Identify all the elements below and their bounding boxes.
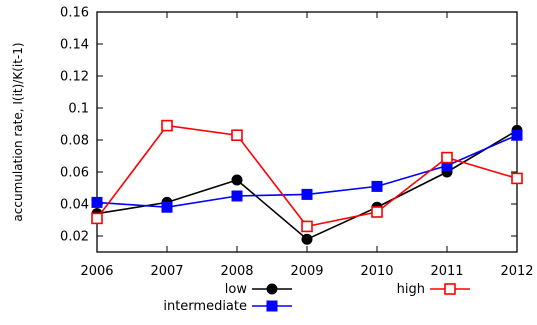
- plot-area: [96, 11, 518, 253]
- data-point-high: [161, 119, 173, 132]
- legend-item-high: high: [397, 282, 470, 297]
- data-point-high: [371, 206, 383, 218]
- legend-label: high: [397, 282, 425, 297]
- x-tick-label: 2012: [500, 264, 533, 279]
- legend-item-low: low: [225, 282, 292, 297]
- data-point-intermediate: [91, 196, 103, 208]
- y-tick-label: 0.1: [68, 102, 89, 117]
- x-tick-label: 2011: [430, 264, 463, 279]
- y-tick-label: 0.14: [60, 38, 89, 53]
- y-tick-label: 0.08: [60, 134, 89, 149]
- data-point-low: [231, 174, 243, 186]
- data-point-intermediate: [161, 201, 173, 213]
- y-tick-label: 0.04: [60, 198, 89, 213]
- data-point-low: [301, 233, 313, 245]
- x-tick-label: 2008: [220, 264, 253, 279]
- x-tick-label: 2007: [150, 264, 183, 279]
- data-point-intermediate: [231, 190, 243, 202]
- series-intermediate: [91, 129, 523, 213]
- x-axis: 2006 2007 2008 2009 2010 2011 2012: [80, 12, 534, 279]
- x-tick-label: 2006: [80, 264, 113, 279]
- series-line-high: [96, 124, 518, 228]
- y-axis-title: accumulation rate, I(it)/K(it-1): [11, 42, 25, 221]
- x-tick-label: 2010: [360, 264, 393, 279]
- plot-frame: [96, 11, 518, 253]
- legend-marker: [444, 283, 456, 295]
- series-high: [91, 119, 523, 233]
- legend-label: intermediate: [163, 299, 247, 314]
- data-point-high: [441, 151, 453, 164]
- data-point-high: [231, 129, 243, 141]
- legend-marker: [266, 300, 278, 312]
- data-point-high: [91, 212, 103, 225]
- y-tick-label: 0.06: [60, 166, 89, 181]
- legend-label: low: [225, 282, 248, 297]
- series-layer: [91, 119, 523, 245]
- data-point-high: [301, 220, 313, 233]
- legend-item-intermediate: intermediate: [163, 299, 292, 314]
- x-tick-label: 2009: [290, 264, 323, 279]
- data-point-intermediate: [511, 129, 523, 141]
- y-tick-label: 0.16: [60, 6, 89, 21]
- legend-marker: [266, 283, 278, 295]
- data-point-high: [511, 172, 523, 185]
- legend: low intermediate high: [163, 282, 470, 314]
- y-tick-label: 0.12: [60, 70, 89, 85]
- data-point-intermediate: [301, 188, 313, 200]
- data-point-intermediate: [371, 180, 383, 192]
- y-tick-label: 0.02: [60, 230, 89, 245]
